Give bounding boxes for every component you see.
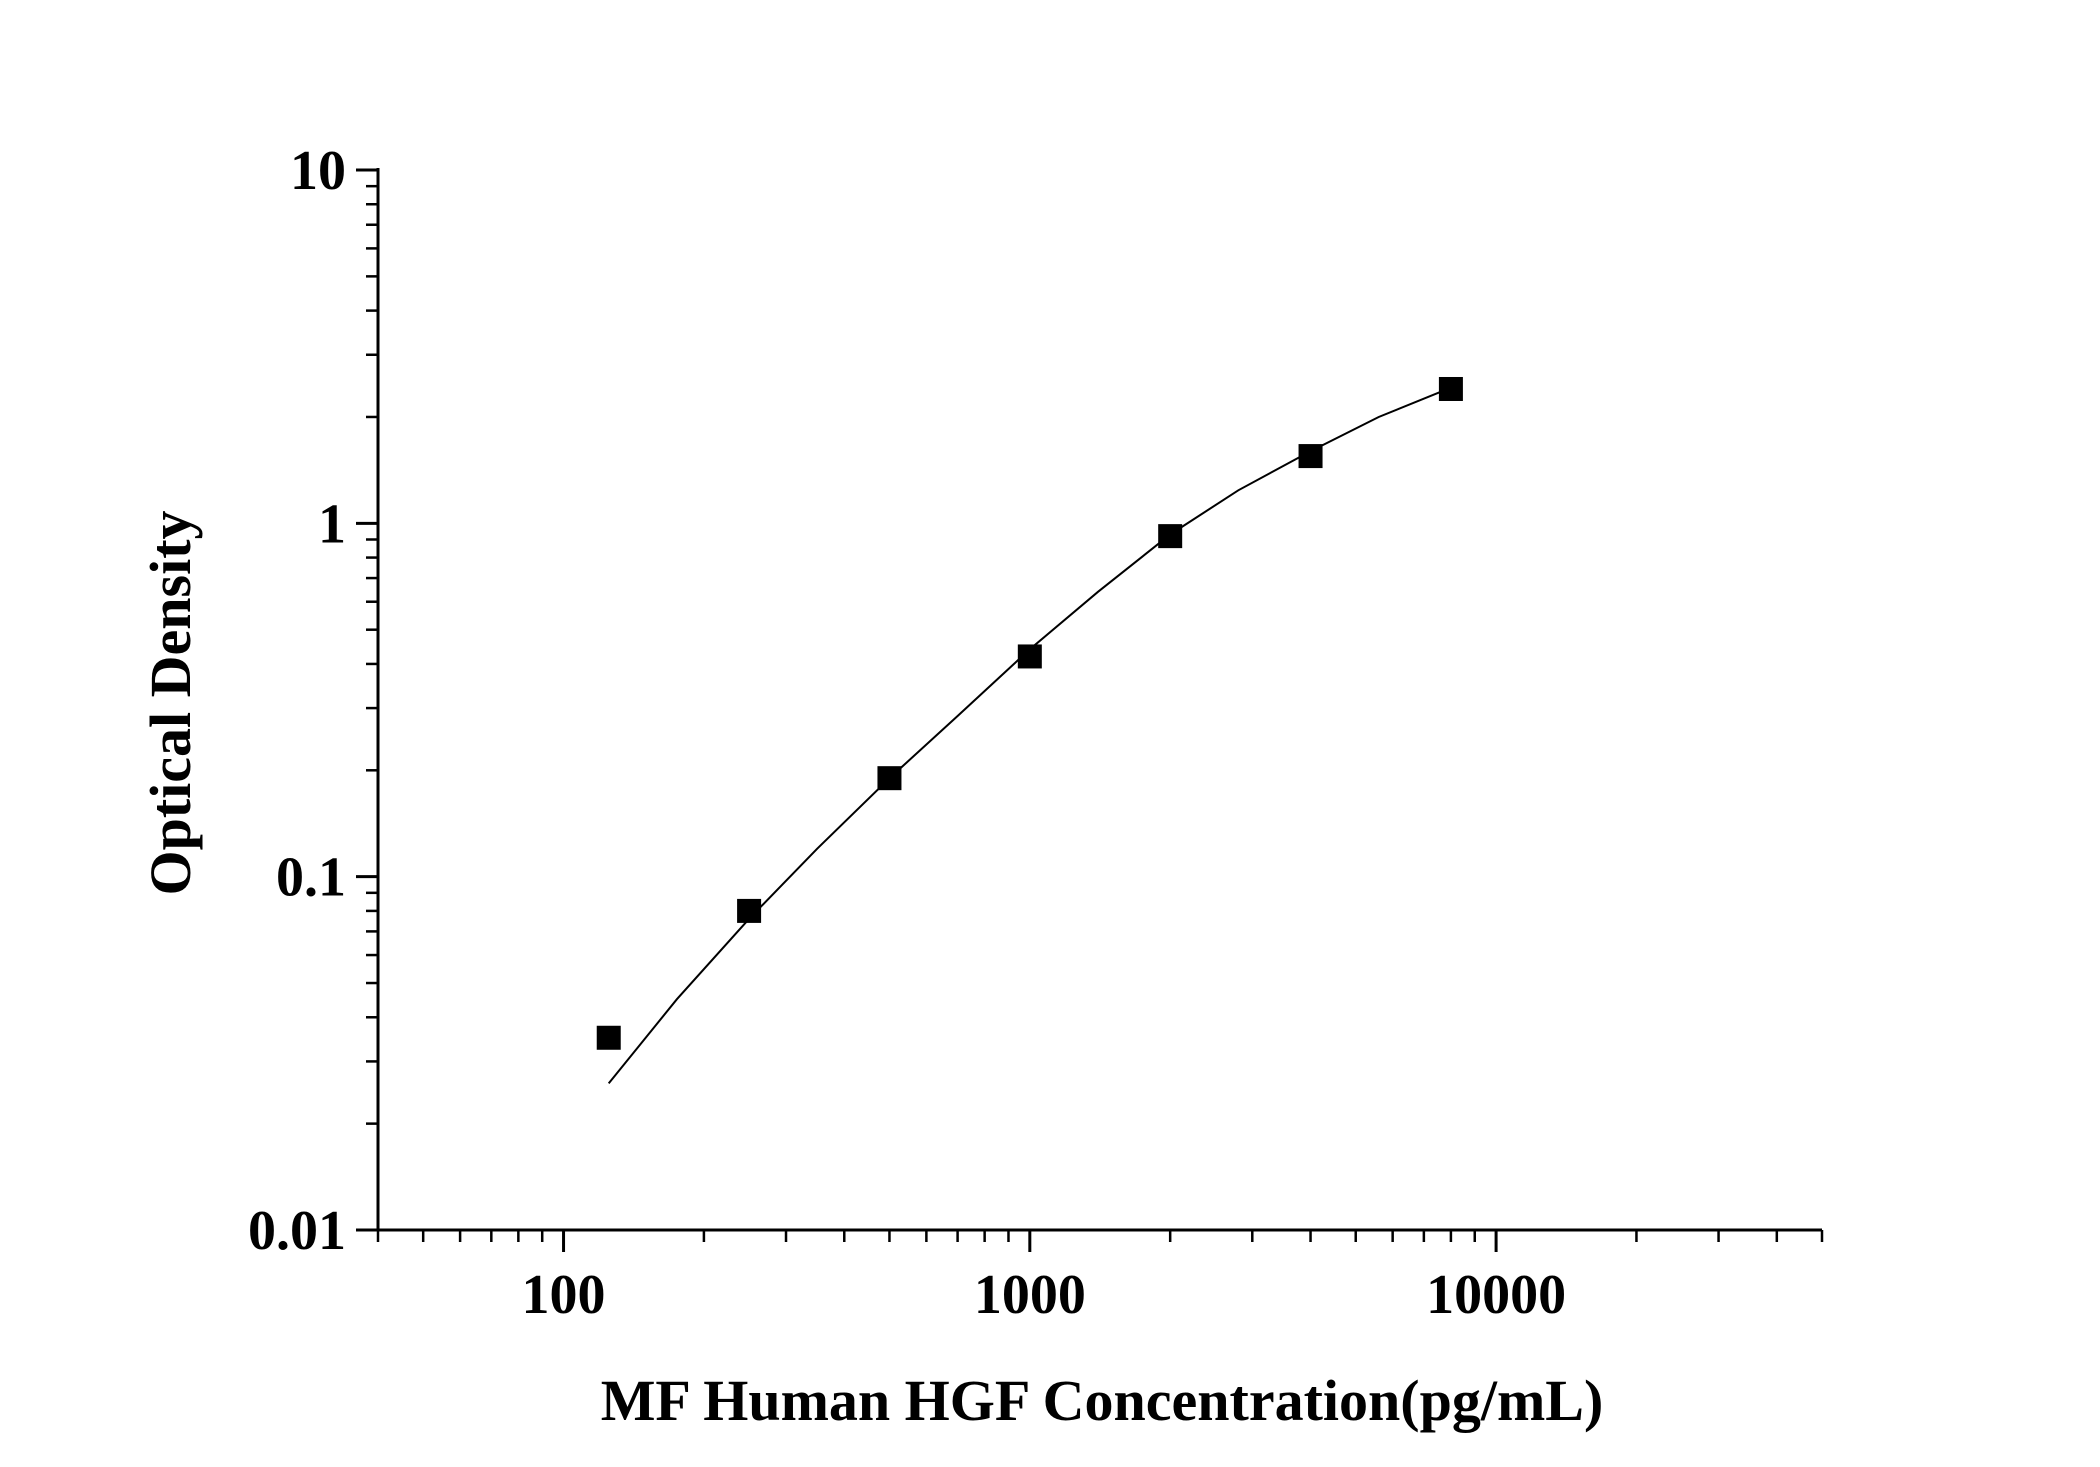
- tick-labels: 0.01 0.1 1 10 100 1000 10000: [248, 140, 1566, 1326]
- data-point: [1017, 644, 1042, 669]
- data-point: [1158, 524, 1183, 549]
- data-point: [877, 766, 902, 791]
- y-tick-label: 10: [290, 140, 346, 202]
- data-point: [596, 1025, 621, 1050]
- x-tick-label: 100: [522, 1264, 606, 1326]
- data-points: [596, 376, 1463, 1050]
- x-axis-title: MF Human HGF Concentration(pg/mL): [601, 1368, 1604, 1433]
- fit-curve: [607, 386, 1452, 1085]
- x-tick-label: 10000: [1426, 1264, 1566, 1326]
- data-point: [1438, 376, 1463, 401]
- axes: [376, 168, 1822, 1232]
- data-point: [1298, 444, 1323, 469]
- y-tick-label: 1: [318, 493, 346, 555]
- data-point: [737, 898, 762, 923]
- y-tick-label: 0.1: [276, 847, 346, 909]
- y-axis-title: Optical Density: [138, 510, 203, 895]
- ticks: [356, 168, 1824, 1252]
- y-tick-label: 0.01: [248, 1200, 346, 1262]
- x-tick-label: 1000: [974, 1264, 1086, 1326]
